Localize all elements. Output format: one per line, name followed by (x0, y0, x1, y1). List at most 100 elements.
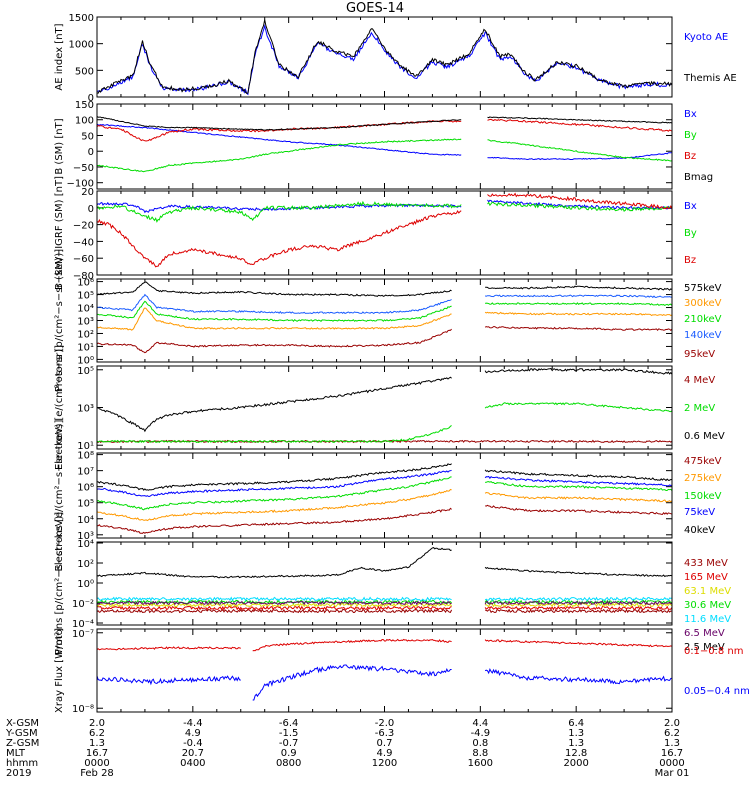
panel-frame (96, 278, 673, 363)
y-tick-label: 10⁴ (77, 304, 94, 315)
legend-entry: 63.1 MeV (684, 586, 731, 597)
series-line-0-6-mev (97, 368, 672, 433)
panel-bigrf: B (SM)−IGRF (SM) [nT] −80 −60 −40 −20 0 20 Bx By… (54, 176, 697, 290)
series-line-210kev (97, 300, 672, 322)
series-line-140kev (97, 293, 672, 315)
series-line-300kev (97, 307, 672, 331)
panel-electrons2: Electrons [e/(cm²−s−sr−keV)] 10³10⁴10⁵10⁶… (54, 419, 722, 571)
legend-entry: 0.6 MeV (684, 431, 725, 442)
y-axis-label: B (SM)−IGRF (SM) [nT] (54, 176, 65, 290)
year-label: 2019 (6, 768, 31, 779)
y-tick-label: −20 (73, 221, 94, 232)
y-tick-label: 10⁻⁸ (72, 704, 94, 715)
x-axis-value: 16.7 (86, 748, 108, 759)
y-axis-label: B (SM) [nT] (54, 118, 65, 174)
series-line-95kev (97, 326, 672, 354)
series-line-475kev (97, 504, 672, 534)
x-axis-value: -2.0 (375, 718, 395, 729)
panel-frame (96, 628, 673, 713)
legend-entry: By (684, 130, 697, 141)
series-line-165-mev (97, 605, 672, 611)
panel-frame (96, 365, 673, 450)
x-axis-value: 12.8 (565, 748, 587, 759)
legend-entry: 275keV (684, 473, 722, 484)
legend-entry: 40keV (684, 525, 715, 536)
y-tick-label: 10⁻² (72, 599, 94, 610)
legend-entry: Bz (684, 255, 696, 266)
x-axis-value: 2000 (563, 758, 588, 769)
series-line-bx (97, 123, 672, 161)
y-tick-label: 10² (77, 329, 94, 340)
legend-entry: 0.1−0.8 nm (684, 646, 743, 657)
y-tick-label: −40 (73, 237, 94, 248)
legend-entry: Bx (684, 201, 697, 212)
series-line-kyoto-ae (97, 24, 672, 96)
y-tick-label: −100 (67, 179, 94, 190)
date-end-label: Mar 01 (655, 768, 690, 779)
x-axis-value: -0.7 (279, 738, 299, 749)
y-tick-label: 10⁰ (77, 579, 94, 590)
series-line-6-5-mev (97, 600, 672, 606)
legend-entry: 150keV (684, 491, 722, 502)
x-axis-value: 1.3 (568, 738, 584, 749)
x-axis-value: -0.4 (183, 738, 203, 749)
x-axis-value: 1.3 (568, 728, 584, 739)
legend-entry: 475keV (684, 456, 722, 467)
x-axis-table: X-GSM 2.0 -4.4 -6.4 -2.0 4.4 6.4 2.0 Y-GSM 6.2 4.9… (5, 718, 689, 779)
legend-entry: Bx (684, 109, 697, 120)
x-axis-value: 1600 (468, 758, 493, 769)
legend-entry: 2.5 MeV (684, 642, 725, 653)
y-tick-label: 10¹ (77, 441, 94, 452)
x-axis-value: -6.3 (375, 728, 395, 739)
y-axis-label: AE index [nT] (54, 23, 65, 90)
x-axis-value: -1.5 (279, 728, 299, 739)
legend-entry: Bmag (684, 172, 713, 183)
series-line-75kev (97, 469, 672, 497)
x-axis-value: 0800 (276, 758, 301, 769)
legend-entry: 75keV (684, 507, 715, 518)
y-tick-label: 10⁴ (77, 515, 94, 526)
x-axis-value: 6.4 (568, 718, 584, 729)
y-tick-label: 1500 (69, 13, 94, 24)
series-line-575kev (97, 281, 672, 297)
panel-ae: AE index [nT] 0 500 1000 1500 Kyoto AE Themis … (54, 13, 737, 104)
series-line-40kev (97, 463, 672, 491)
x-axis-value: 0000 (84, 758, 109, 769)
y-tick-label: 10⁶ (77, 483, 94, 494)
x-axis-value: 0000 (659, 758, 684, 769)
x-axis-row-label: X-GSM (6, 718, 39, 729)
legend-entry: 4 MeV (684, 375, 715, 386)
y-tick-label: 0 (88, 147, 94, 158)
legend-entry: 11.6 MeV (684, 614, 731, 625)
x-axis-value: 1.3 (89, 738, 105, 749)
y-tick-label: 10⁸ (77, 451, 94, 462)
y-tick-label: 0 (88, 204, 94, 215)
y-axis-label: Electrons [e/(cm²−s−sr)] (54, 345, 65, 470)
series-line-2-5-mev (97, 547, 672, 579)
x-axis-value: 6.2 (664, 728, 680, 739)
legend-entry: 210keV (684, 314, 722, 325)
chart-title: GOES-14 (345, 1, 404, 16)
x-axis-value: 2.0 (89, 718, 105, 729)
x-axis-row-label: hhmm (6, 758, 38, 769)
x-axis-row-label: Y-GSM (5, 728, 38, 739)
y-tick-label: 100 (75, 116, 94, 127)
y-tick-label: −80 (73, 271, 94, 282)
y-tick-label: 10⁴ (77, 539, 94, 550)
series-line-63-1-mev (97, 602, 672, 608)
legend-entry: 0.05−0.4 nm (684, 686, 750, 697)
panel-frame (96, 103, 673, 190)
panel-frame (96, 541, 673, 626)
legend-entry: 6.5 MeV (684, 628, 725, 639)
legend-entry: 95keV (684, 349, 715, 360)
legend-entry: 165 MeV (684, 572, 728, 583)
x-axis-value: 2.0 (664, 718, 680, 729)
panel-xray: Xray Flux [W/m²] 10⁻⁸ 10⁻⁷ 0.1−0.8 nm 0.05−0… (54, 628, 750, 715)
x-axis-value: 4.4 (472, 718, 488, 729)
panel-frame (96, 190, 673, 276)
legend-entry: Kyoto AE (684, 32, 728, 43)
series-line-0-05-0-4-nm (97, 664, 672, 701)
legend-entry: 30.6 MeV (684, 600, 731, 611)
y-tick-label: −60 (73, 254, 94, 265)
